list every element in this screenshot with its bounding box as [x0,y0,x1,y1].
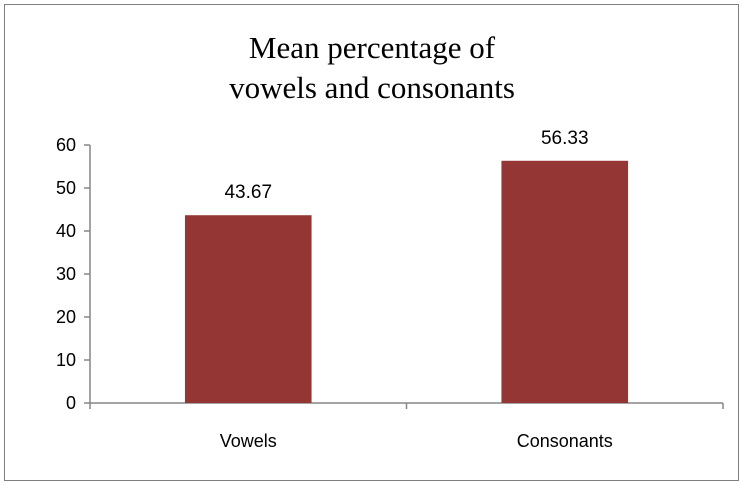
y-tick-label: 40 [56,221,76,241]
x-axis: Vowels Consonants [89,402,724,451]
y-tick-label: 30 [56,264,76,284]
x-tick-label-vowels: Vowels [220,431,277,451]
y-tick-label: 50 [56,178,76,198]
bar-vowels [184,215,312,403]
data-label-vowels: 43.67 [224,182,272,203]
chart-title: Mean percentage of vowels and consonants [0,28,744,108]
x-tick-label-consonants: Consonants [517,431,613,451]
y-tick-label: 60 [56,135,76,155]
y-axis: 0 10 20 30 40 50 60 [56,135,91,413]
y-tick-label: 0 [66,393,76,413]
y-tick-label: 20 [56,307,76,327]
data-labels: 43.67 56.33 [224,128,588,203]
data-label-consonants: 56.33 [541,128,589,149]
chart-title-text: Mean percentage of vowels and consonants [229,30,515,105]
y-tick-label: 10 [56,350,76,370]
bar-consonants [501,160,629,403]
bars [184,160,629,403]
